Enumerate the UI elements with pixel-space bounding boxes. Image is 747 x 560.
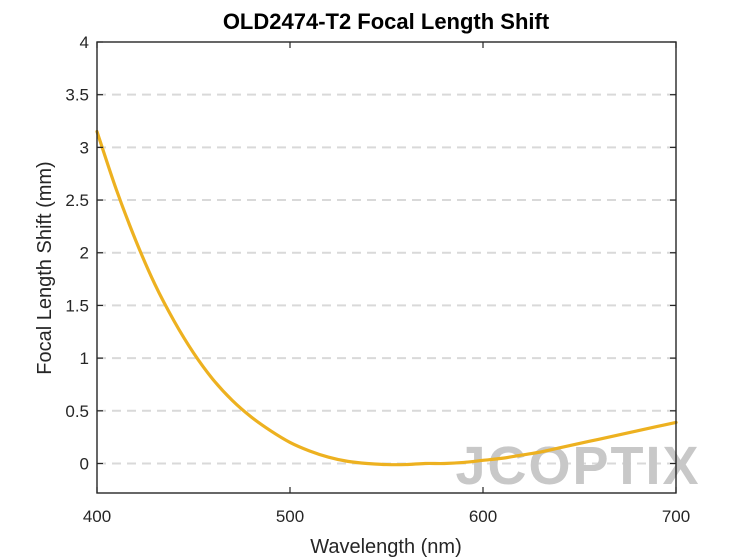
y-tick-label: 2.5: [65, 191, 89, 210]
x-tick-label: 700: [662, 507, 690, 526]
x-tick-label: 400: [83, 507, 111, 526]
x-tick-label: 600: [469, 507, 497, 526]
x-axis-ticks: 400 500 600 700: [83, 42, 690, 526]
y-tick-label: 3: [80, 138, 89, 157]
y-axis-ticks: 0 0.5 1 1.5 2 2.5 3 3.5 4: [65, 33, 676, 473]
y-tick-label: 0: [80, 454, 89, 473]
y-tick-label: 1: [80, 349, 89, 368]
plot-frame: [96, 41, 677, 494]
y-tick-label: 2: [80, 244, 89, 263]
y-tick-label: 4: [80, 33, 89, 52]
gridlines: [97, 93, 676, 465]
x-axis-label: Wavelength (nm): [310, 536, 462, 558]
y-tick-label: 3.5: [65, 86, 89, 105]
watermark-logo: JCOPTIX: [455, 436, 700, 496]
y-axis-label: Focal Length Shift (mm): [34, 161, 56, 374]
y-tick-label: 0.5: [65, 402, 89, 421]
x-tick-label: 500: [276, 507, 304, 526]
series-line: [95, 129, 678, 467]
y-tick-label: 1.5: [65, 296, 89, 315]
chart-title: OLD2474-T2 Focal Length Shift: [223, 9, 550, 34]
